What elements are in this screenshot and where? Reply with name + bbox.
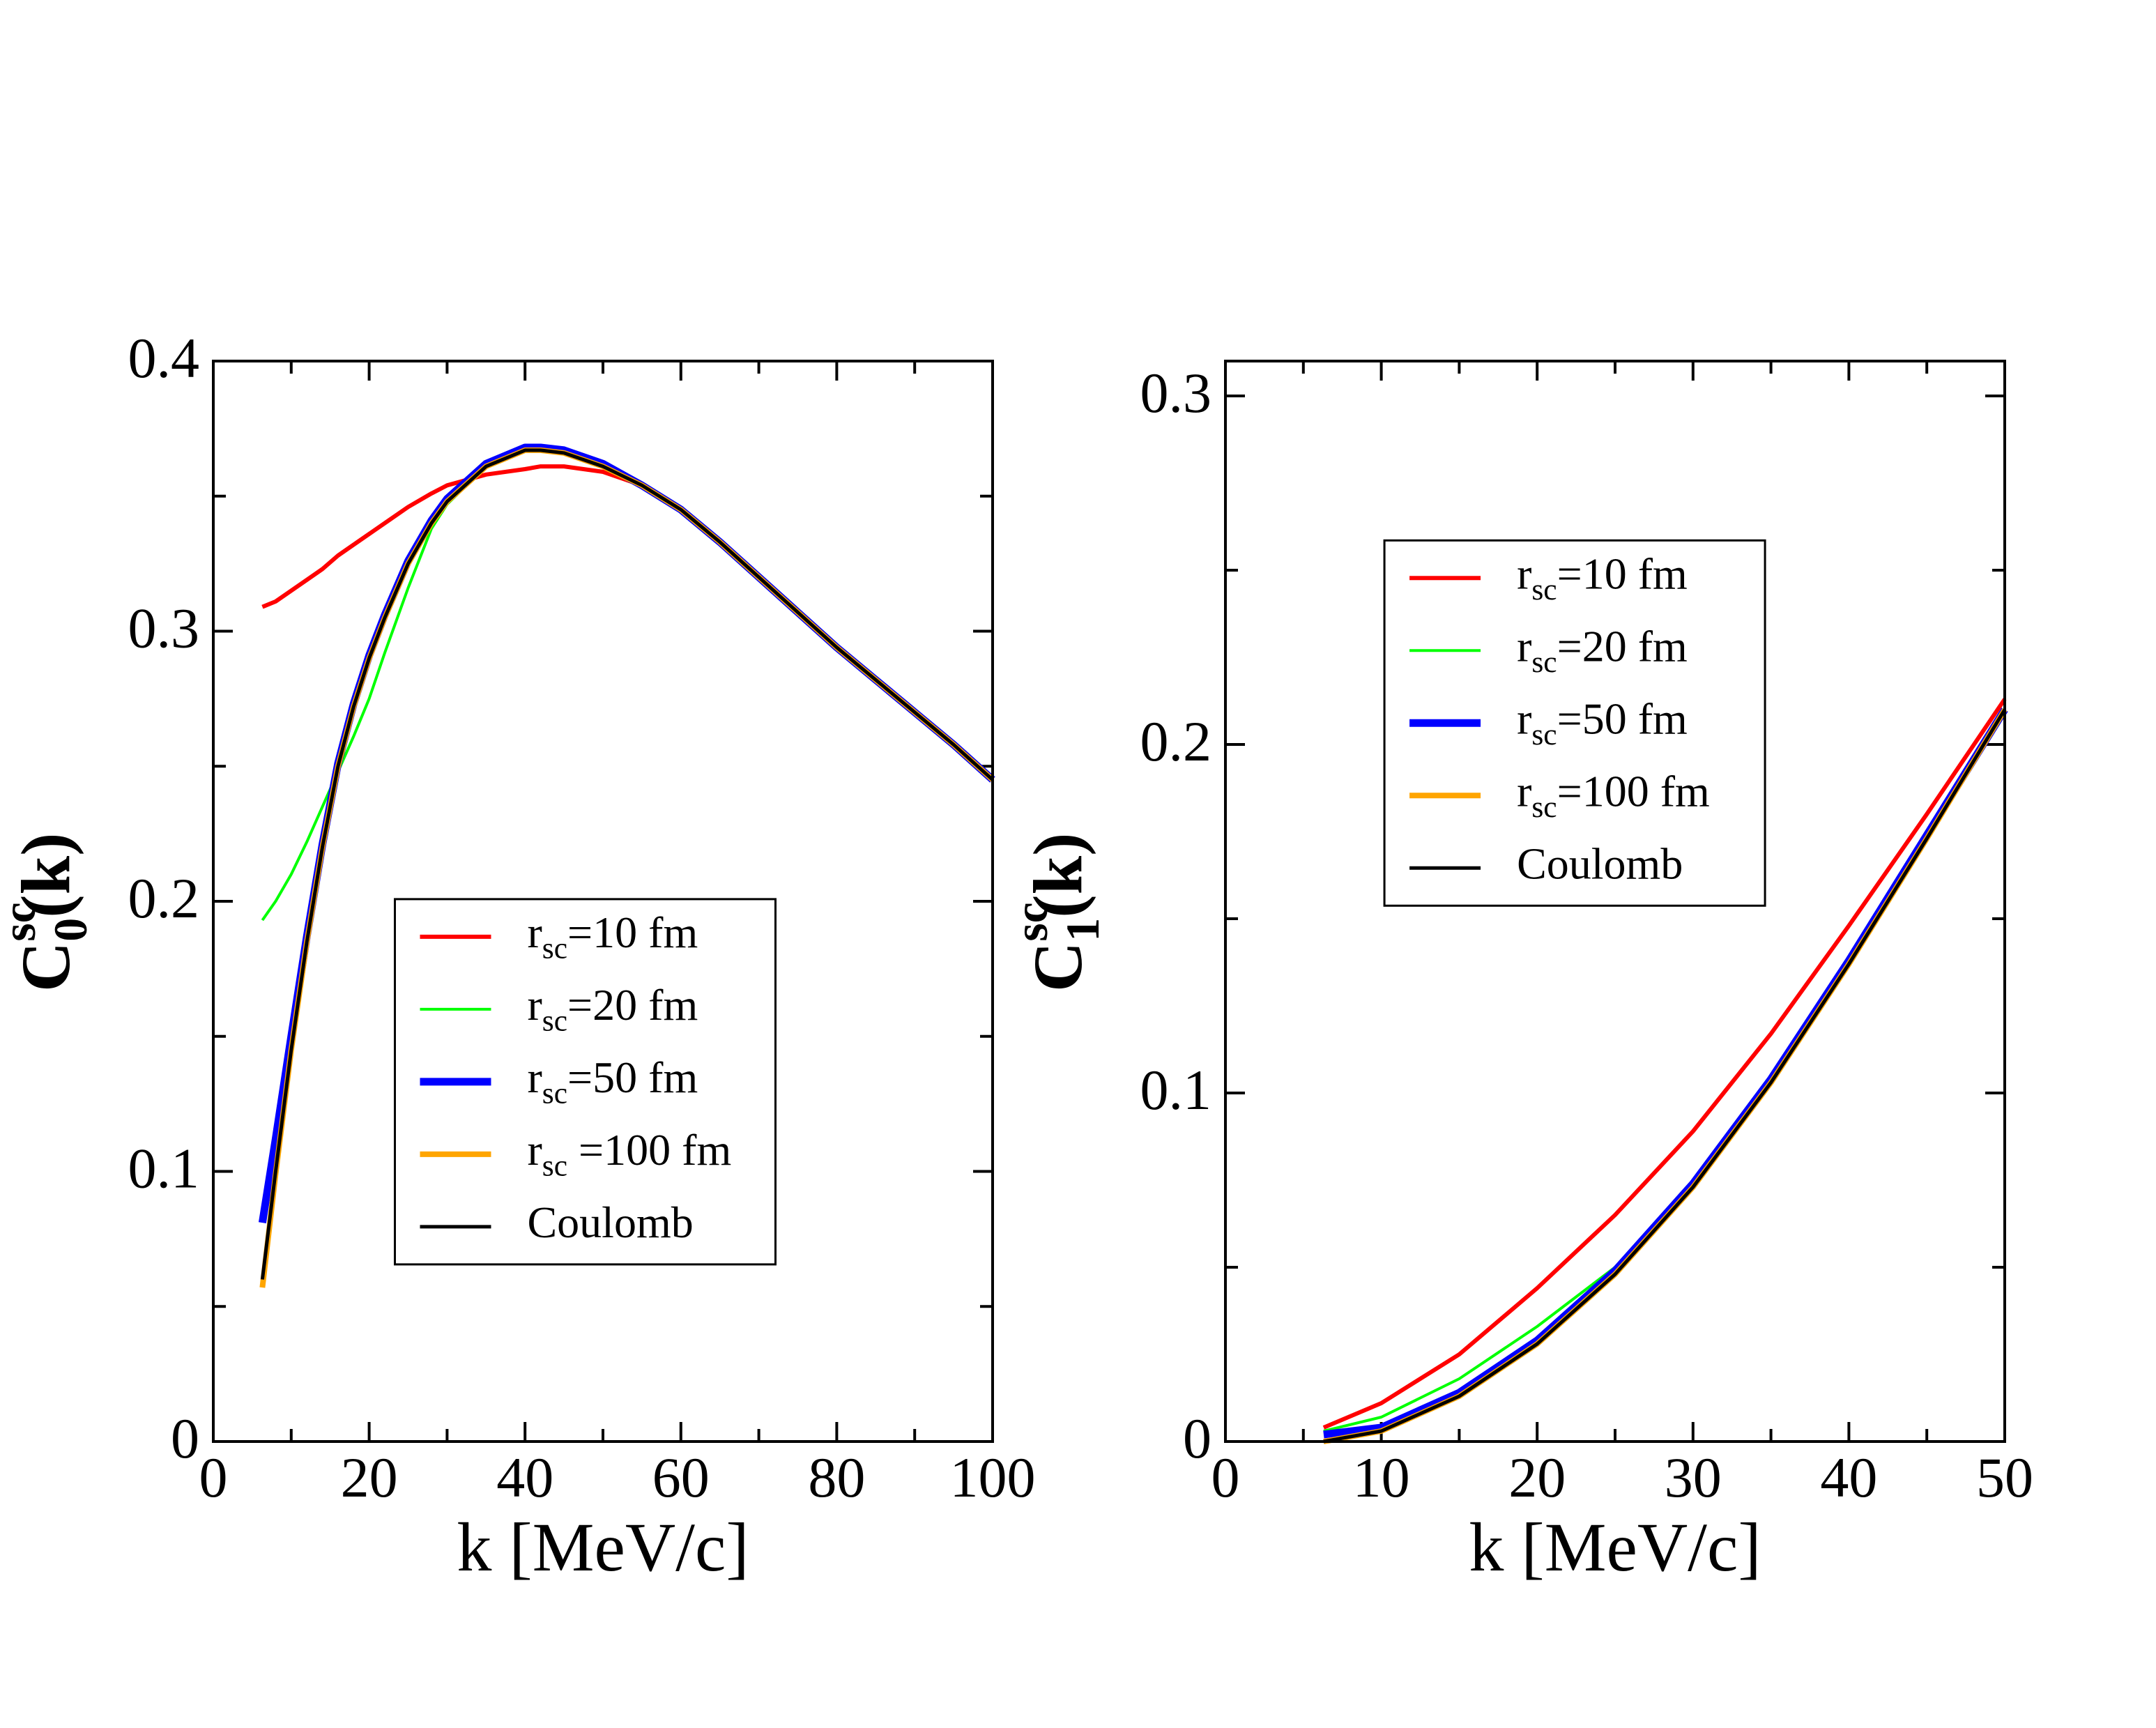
x-tick-label: 40	[496, 1446, 553, 1509]
legend-label-text: r	[527, 908, 542, 957]
x-tick-label: 60	[652, 1446, 710, 1509]
legend-label: rsc=100 fm	[1517, 766, 1710, 824]
legend-label-text: r	[1517, 549, 1531, 598]
plot-frame	[212, 360, 994, 1443]
y-axis-label-group: Csc0(k)	[0, 833, 97, 992]
legend-label: rsc=10 fm	[1517, 549, 1688, 606]
y-axis-label-text: (k)	[7, 833, 84, 918]
legend-label: rsc=50 fm	[1517, 694, 1688, 751]
legend-label-sub: sc	[1531, 573, 1557, 606]
legend-label-text: r	[1517, 621, 1531, 671]
x-tick-label: 10	[1353, 1446, 1410, 1509]
x-tick-label: 20	[341, 1446, 398, 1509]
y-axis-label-text: (k)	[1019, 833, 1096, 918]
x-axis-label: k [MeV/c]	[1469, 1508, 1761, 1586]
legend-label-sub: sc	[542, 1076, 567, 1110]
legend-label-text: Coulomb	[1517, 839, 1683, 888]
legend-label: rsc=50 fm	[527, 1053, 698, 1110]
series-line	[260, 448, 994, 1280]
legend-label-sub: sc	[1531, 790, 1557, 824]
y-axis-label-group: Csc1(k)	[1004, 833, 1109, 992]
legend-label-text: =100 fm	[567, 1125, 731, 1175]
x-tick-label: 0	[199, 1446, 228, 1509]
x-tick-label: 100	[950, 1446, 1036, 1509]
y-tick-label: 0	[1183, 1407, 1211, 1470]
legend-label-text: =20 fm	[1557, 621, 1688, 671]
y-axis-label-sup: sc	[0, 902, 45, 942]
x-tick-label: 40	[1820, 1446, 1877, 1509]
series-line	[261, 464, 995, 781]
y-axis-label-sup: sc	[1004, 902, 1057, 942]
legend-label-sub: sc	[542, 1004, 567, 1037]
x-axis-label: k [MeV/c]	[457, 1508, 749, 1586]
y-axis-label: Csc1(k)	[1004, 833, 1109, 992]
legend-label-text: =50 fm	[567, 1053, 698, 1102]
y-tick-label: 0.3	[1140, 361, 1212, 425]
x-tick-label: 0	[1211, 1446, 1240, 1509]
x-tick-label: 80	[808, 1446, 865, 1509]
legend-label-text: r	[527, 1053, 542, 1102]
legend-label: rsc=20 fm	[527, 980, 698, 1038]
legend-label-text: r	[527, 980, 542, 1030]
legend-label-text: r	[1517, 694, 1531, 743]
x-tick-label: 20	[1508, 1446, 1566, 1509]
series-line	[1323, 708, 2007, 1444]
y-tick-label: 0.4	[128, 326, 200, 390]
plot-frame	[1224, 360, 2006, 1443]
legend-label-text: r	[1517, 766, 1531, 816]
legend-label: rsc =100 fm	[527, 1125, 731, 1183]
series-line	[1322, 698, 2007, 1430]
x-tick-label: 50	[1976, 1446, 2033, 1509]
legend-label-sub: sc	[1531, 718, 1557, 751]
y-tick-label: 0.1	[128, 1136, 200, 1200]
legend-label-sub: sc	[542, 1149, 567, 1182]
legend-label-sub: sc	[1531, 645, 1557, 679]
y-axis-label-sub: 0	[44, 918, 97, 942]
legend-label-sub: sc	[542, 931, 567, 965]
y-tick-label: 0.2	[128, 866, 200, 930]
legend-label: Coulomb	[1517, 839, 1683, 888]
legend-label-text: =100 fm	[1557, 766, 1710, 816]
legend-label: rsc=20 fm	[1517, 621, 1688, 679]
y-tick-label: 0.1	[1140, 1058, 1212, 1122]
x-tick-label: 30	[1665, 1446, 1722, 1509]
y-axis-label-text: C	[7, 942, 84, 992]
legend-label-text: =10 fm	[1557, 549, 1688, 598]
legend-label-text: =20 fm	[567, 980, 698, 1030]
y-axis-label-text: C	[1019, 942, 1096, 992]
y-tick-label: 0.3	[128, 596, 200, 659]
legend-label-text: Coulomb	[527, 1198, 693, 1247]
y-tick-label: 0	[171, 1407, 199, 1470]
y-axis-label: Csc0(k)	[0, 833, 97, 992]
legend-label: rsc=10 fm	[527, 908, 698, 965]
legend-label-text: r	[527, 1125, 542, 1175]
legend-label: Coulomb	[527, 1198, 693, 1247]
y-axis-label-sub: 1	[1056, 918, 1109, 942]
legend-label-text: =50 fm	[1557, 694, 1688, 743]
legend-label-text: =10 fm	[567, 908, 698, 957]
y-tick-label: 0.2	[1140, 710, 1212, 773]
